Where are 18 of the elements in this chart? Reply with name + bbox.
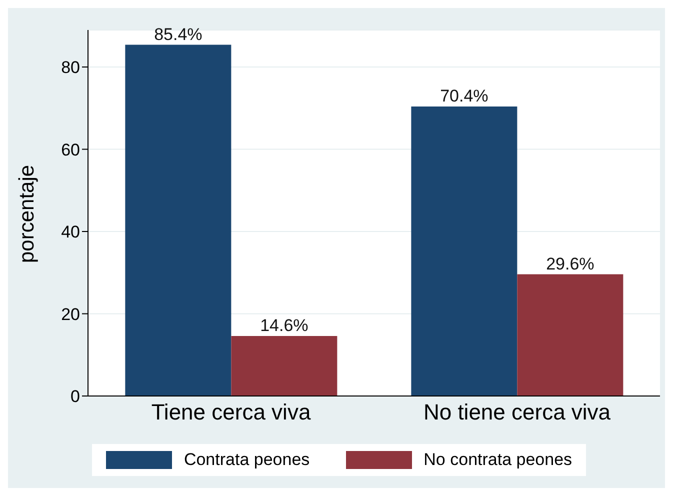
legend-label: No contrata peones <box>424 450 572 470</box>
data-label: 70.4% <box>440 86 488 106</box>
y-tick-label: 0 <box>70 387 80 406</box>
bar <box>411 106 518 396</box>
x-tick-label: No tiene cerca viva <box>423 400 612 425</box>
bar <box>125 44 232 396</box>
bar <box>517 274 624 396</box>
data-label: 29.6% <box>546 254 594 274</box>
legend-label: Contrata peones <box>184 450 310 470</box>
y-tick-label: 60 <box>61 140 80 160</box>
y-tick-label: 40 <box>61 222 80 242</box>
y-tick-label: 20 <box>61 304 80 324</box>
y-axis-title: porcentaje <box>15 164 38 263</box>
bar <box>231 336 338 396</box>
data-label: 14.6% <box>260 316 308 335</box>
y-tick-label: 80 <box>61 58 80 78</box>
x-tick-label: Tiene cerca viva <box>151 400 312 425</box>
data-label: 85.4% <box>154 24 202 44</box>
